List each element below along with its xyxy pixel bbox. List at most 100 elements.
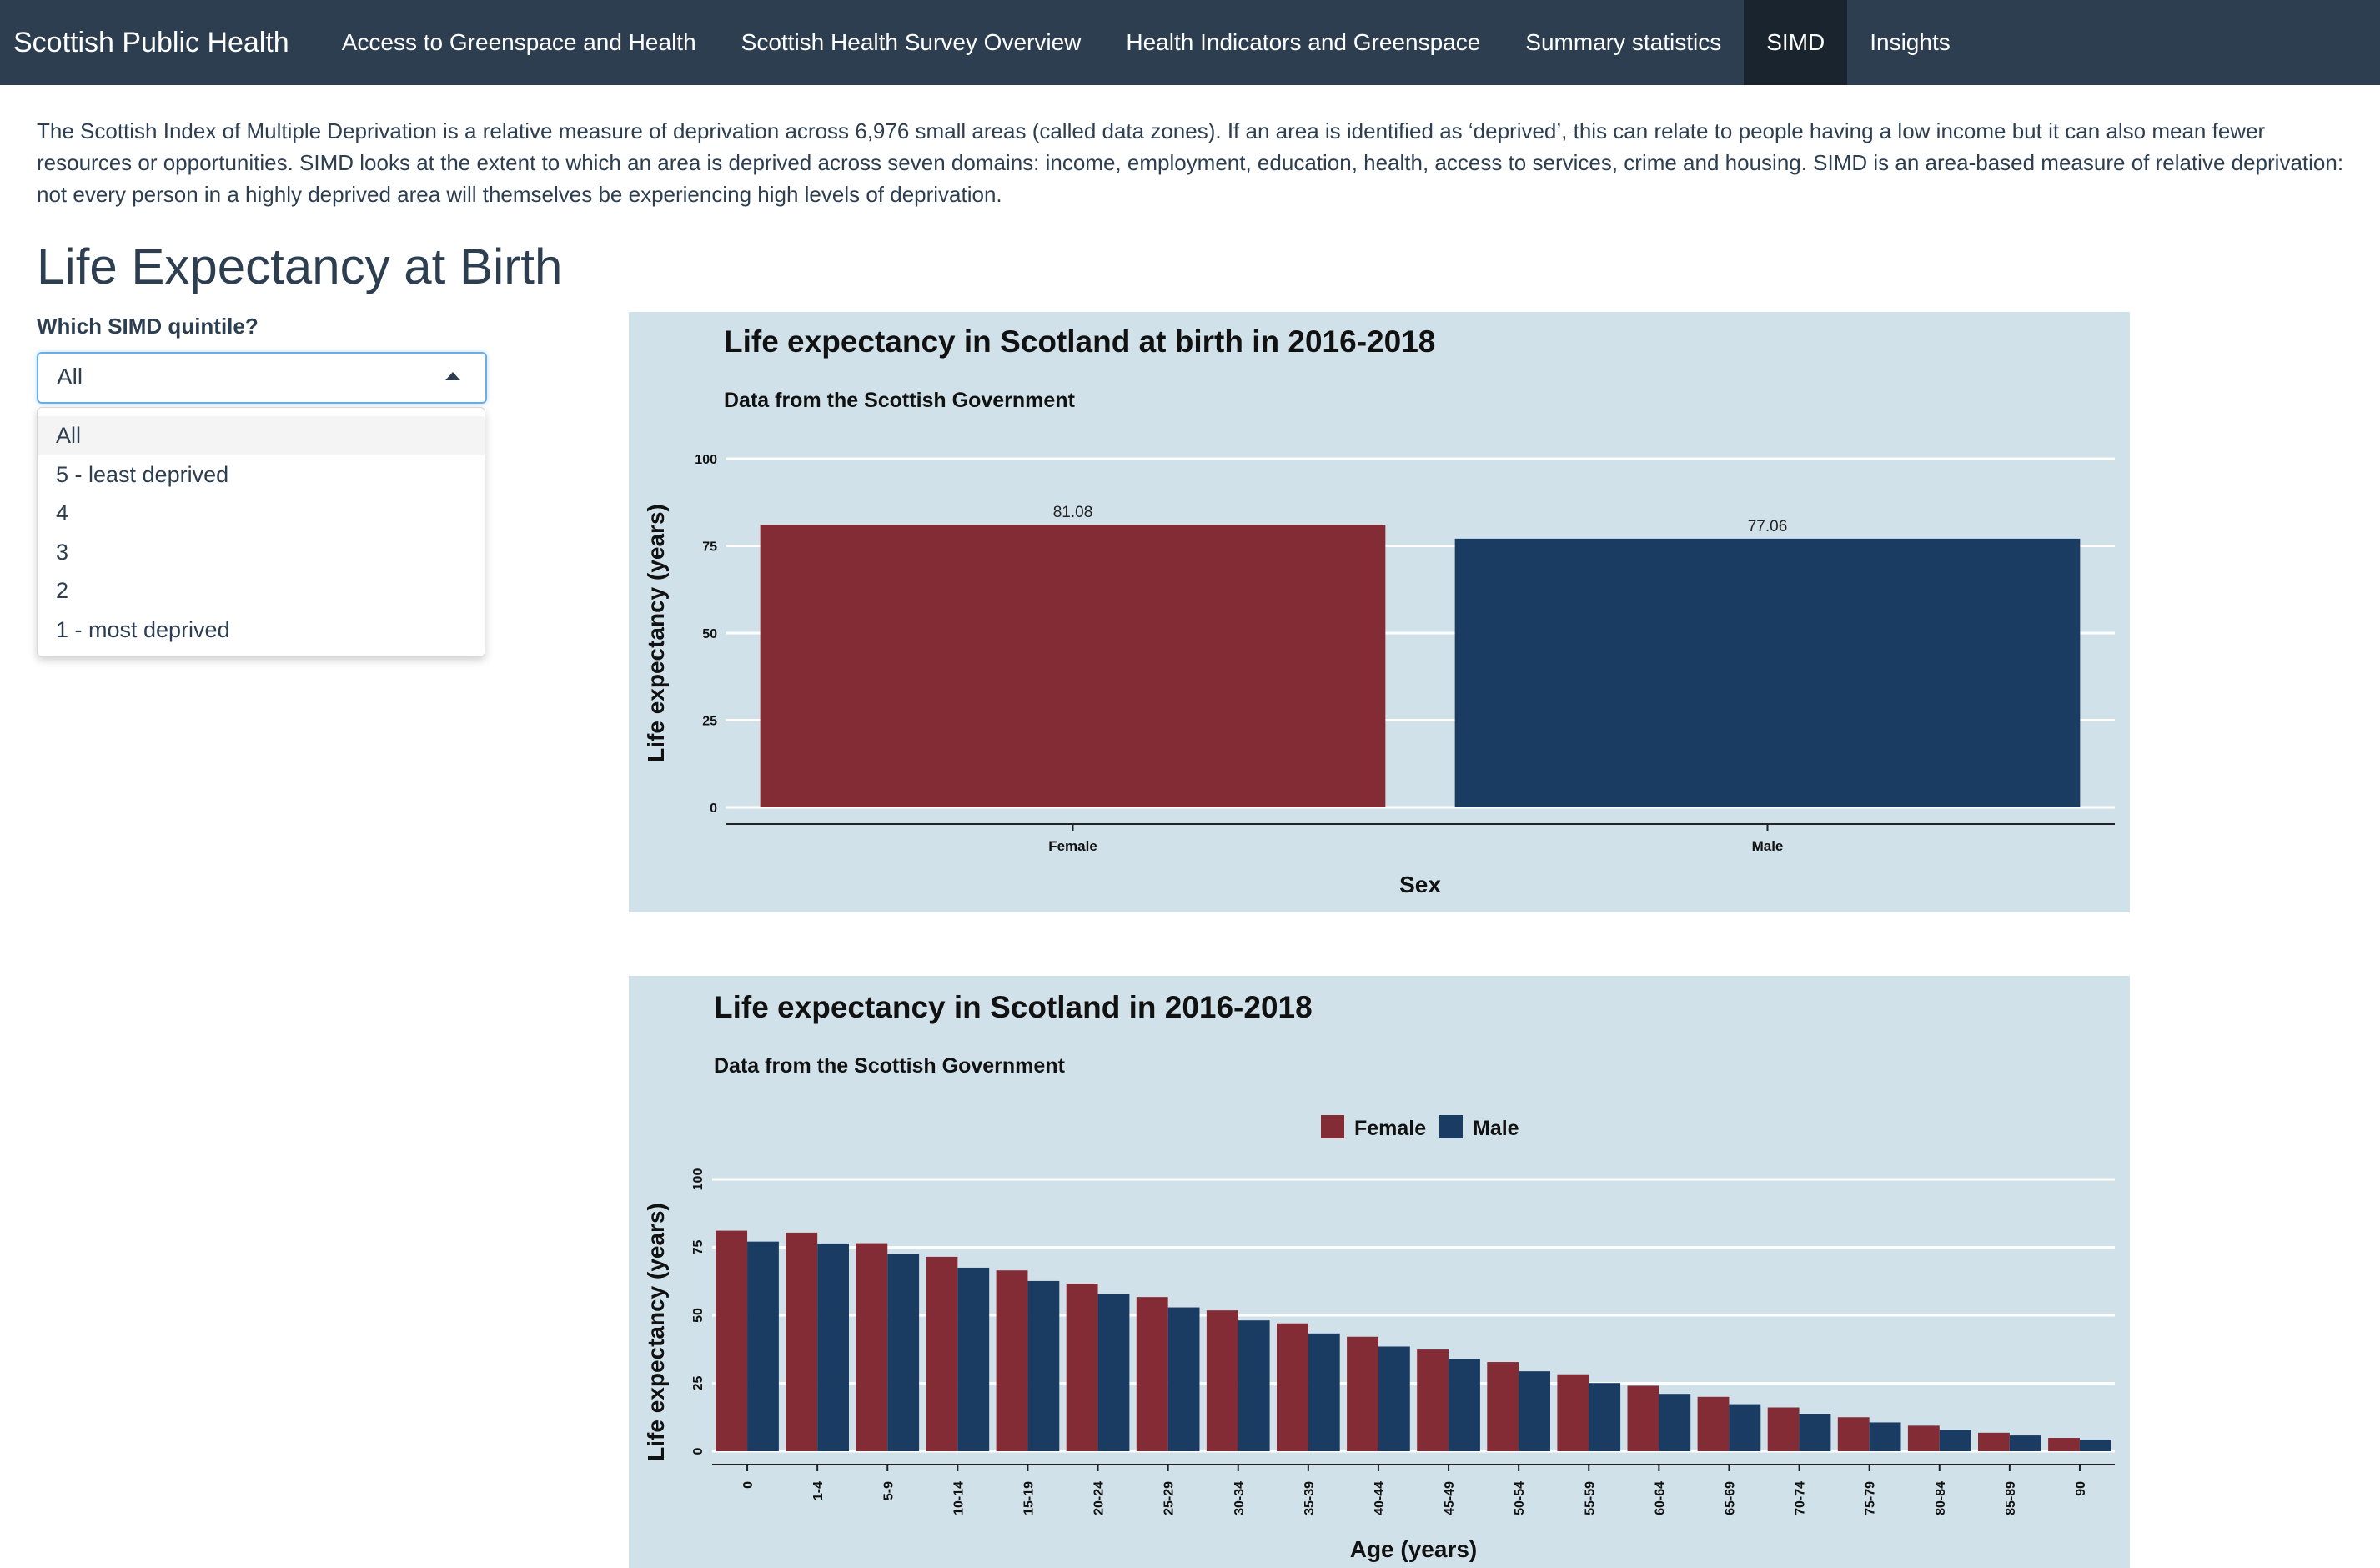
y-tick-label: 100 [695,453,717,467]
nav-tab-health-indicators[interactable]: Health Indicators and Greenspace [1126,29,1481,55]
bar-male-0 [747,1241,779,1451]
bar-female-70-74 [1767,1407,1800,1451]
bar-female [760,525,1386,807]
x-tick-label: 35-39 [1303,1481,1317,1515]
navbar: Scottish Public Health Access to Greensp… [0,0,2380,85]
bar-female-0 [716,1230,748,1451]
bar-female-10-14 [926,1256,958,1451]
x-tick-label: Male [1752,838,1784,854]
x-axis-title: Sex [1399,872,1441,897]
y-tick-label: 50 [691,1308,705,1323]
x-axis-title: Age (years) [1350,1536,1478,1562]
x-tick-label: 50-54 [1513,1481,1527,1515]
bar-value-label: 81.08 [1053,504,1093,521]
bar-male-75-79 [1869,1422,1901,1451]
x-tick-label: 90 [2074,1481,2088,1496]
quintile-option-3[interactable]: 3 [56,539,69,565]
bar-male-10-14 [957,1267,990,1451]
legend-swatch-male [1439,1115,1463,1138]
bar-female-25-29 [1136,1297,1168,1451]
quintile-dropdown-menu: All 5 - least deprived 4 3 2 1 - most de… [37,407,485,657]
x-tick-label: 65-69 [1723,1481,1737,1515]
bar-male-80-84 [1939,1430,1971,1451]
bar-female-1-4 [786,1232,818,1451]
x-tick-label: 75-79 [1864,1481,1878,1515]
y-tick-label: 100 [691,1168,705,1191]
y-tick-label: 75 [702,540,717,555]
life-expectancy-age-chart: Life expectancy in Scotland in 2016-2018… [629,976,2130,1568]
y-tick-label: 50 [702,627,717,641]
y-tick-label: 25 [702,715,717,729]
bar-male-15-19 [1027,1280,1060,1451]
x-tick-label: 1-4 [811,1481,826,1500]
navbar-brand[interactable]: Scottish Public Health [13,27,289,58]
chart-subtitle: Data from the Scottish Government [724,389,1076,412]
legend-swatch-female [1321,1115,1344,1138]
quintile-option-4[interactable]: 4 [56,500,69,525]
bar-male-50-54 [1519,1371,1550,1451]
nav-tab-summary-statistics[interactable]: Summary statistics [1525,29,1722,55]
x-tick-label: 20-24 [1092,1481,1107,1515]
bar-male-20-24 [1097,1294,1130,1451]
quintile-select-label: Which SIMD quintile? [37,314,259,339]
quintile-select-value: All [57,364,83,389]
caret-up-icon[interactable] [445,372,460,380]
x-tick-label: 30-34 [1233,1481,1247,1515]
bar-female-50-54 [1487,1362,1519,1451]
age-chart-svg: Life expectancy in Scotland in 2016-2018… [643,990,2115,1562]
bar-male-1-4 [817,1243,849,1451]
x-tick-label: Female [1048,838,1097,854]
life-expectancy-birth-chart: Life expectancy in Scotland at birth in … [629,312,2130,912]
bar-male-35-39 [1308,1333,1340,1451]
quintile-option-5[interactable]: 5 - least deprived [56,461,229,487]
y-axis-title: Life expectancy (years) [643,504,669,762]
bar-male-90 [2079,1439,2111,1451]
x-tick-label: 5-9 [881,1481,896,1500]
nav-tab-insights[interactable]: Insights [1870,29,1951,55]
x-tick-label: 25-29 [1162,1481,1177,1515]
bar-female-90 [2048,1438,2080,1451]
quintile-option-2[interactable]: 2 [56,578,69,603]
bar-female-85-89 [1978,1432,2010,1451]
x-tick-label: 60-64 [1653,1481,1667,1515]
x-tick-label: 45-49 [1443,1481,1457,1515]
bar-male-5-9 [887,1254,920,1451]
quintile-option-1[interactable]: 1 - most deprived [56,616,230,642]
x-tick-label: 10-14 [951,1481,966,1515]
nav-tab-health-survey-overview[interactable]: Scottish Health Survey Overview [741,29,1082,55]
y-axis-title: Life expectancy (years) [643,1203,669,1461]
bar-male-70-74 [1799,1414,1831,1451]
bar-value-label: 77.06 [1748,518,1788,535]
y-tick-label: 25 [691,1376,705,1391]
bar-female-55-59 [1557,1374,1589,1451]
bar-female-5-9 [856,1243,888,1451]
bar-male-60-64 [1659,1394,1691,1451]
bar-female-30-34 [1206,1310,1238,1451]
bar-female-15-19 [996,1270,1028,1451]
chart-subtitle: Data from the Scottish Government [714,1054,1066,1078]
chart-title: Life expectancy in Scotland at birth in … [724,324,1435,359]
bar-male-65-69 [1729,1404,1761,1451]
bar-male-45-49 [1449,1359,1480,1451]
bar-female-65-69 [1697,1396,1730,1451]
quintile-option-all[interactable]: All [38,416,485,455]
bar-female-40-44 [1347,1336,1378,1451]
legend-label-male: Male [1473,1117,1519,1140]
x-tick-label: 85-89 [2004,1481,2018,1515]
legend-label-female: Female [1354,1117,1426,1140]
x-tick-label: 80-84 [1934,1481,1948,1515]
quintile-select[interactable]: All [37,352,487,404]
bar-female-60-64 [1627,1385,1659,1451]
bar-female-45-49 [1417,1349,1449,1451]
x-tick-label: 70-74 [1794,1481,1808,1515]
y-tick-label: 0 [691,1447,705,1455]
simd-intro-text: The Scottish Index of Multiple Deprivati… [37,118,2344,207]
bar-female-20-24 [1066,1284,1098,1451]
bar-male [1454,538,2081,807]
nav-tab-access-to-greenspace[interactable]: Access to Greenspace and Health [341,29,696,55]
bar-female-75-79 [1837,1417,1870,1451]
page-title: Life Expectancy at Birth [37,239,563,294]
nav-tab-simd[interactable]: SIMD [1744,0,1848,85]
bar-male-85-89 [2009,1435,2041,1451]
y-tick-label: 0 [710,802,717,816]
